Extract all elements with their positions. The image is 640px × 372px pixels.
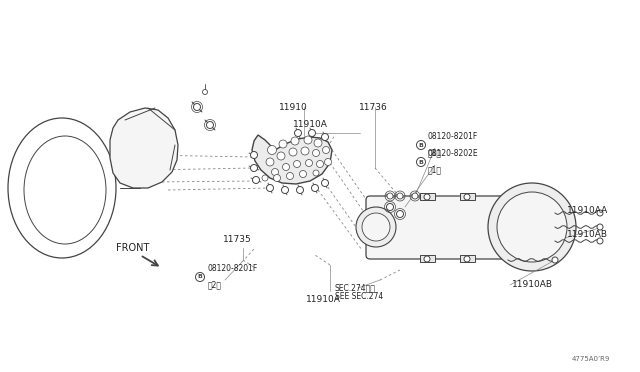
Circle shape (397, 193, 403, 199)
Text: （1）: （1） (428, 148, 442, 157)
Circle shape (301, 147, 309, 155)
Circle shape (312, 150, 319, 157)
Text: B: B (419, 160, 424, 164)
Ellipse shape (8, 118, 116, 258)
Circle shape (266, 185, 273, 192)
Text: 11910AA: 11910AA (567, 205, 608, 215)
Ellipse shape (24, 136, 106, 244)
Text: FRONT: FRONT (116, 243, 149, 253)
Text: 11910AB: 11910AB (512, 280, 553, 289)
Text: SEC.274参照: SEC.274参照 (335, 283, 376, 292)
Text: B: B (198, 275, 202, 279)
Circle shape (321, 180, 328, 186)
Circle shape (253, 176, 259, 183)
Polygon shape (420, 255, 435, 262)
Circle shape (193, 103, 200, 110)
Circle shape (397, 211, 403, 218)
Text: 11910AB: 11910AB (567, 230, 608, 238)
Text: 08120-8201F: 08120-8201F (208, 264, 259, 273)
Circle shape (552, 257, 558, 263)
Polygon shape (460, 193, 475, 200)
Polygon shape (110, 108, 178, 188)
Text: 08120-8201F: 08120-8201F (428, 132, 478, 141)
Circle shape (412, 193, 418, 199)
Text: （2）: （2） (208, 280, 222, 289)
Circle shape (250, 164, 257, 171)
Circle shape (291, 137, 299, 145)
Circle shape (282, 164, 289, 170)
Circle shape (207, 122, 214, 128)
Text: 4775A0’R9: 4775A0’R9 (572, 356, 610, 362)
Polygon shape (420, 193, 435, 200)
Circle shape (296, 186, 303, 193)
Circle shape (313, 170, 319, 176)
Text: 11910A: 11910A (292, 120, 328, 129)
Circle shape (308, 129, 316, 137)
Circle shape (289, 148, 297, 156)
Circle shape (266, 158, 274, 166)
Text: （1）: （1） (428, 165, 442, 174)
Circle shape (271, 169, 278, 176)
Circle shape (268, 145, 276, 154)
Circle shape (277, 152, 285, 160)
Circle shape (300, 170, 307, 177)
Circle shape (304, 136, 312, 144)
Circle shape (464, 194, 470, 200)
Circle shape (195, 273, 205, 282)
Polygon shape (252, 135, 332, 184)
Circle shape (312, 185, 319, 192)
Circle shape (294, 160, 301, 167)
Circle shape (417, 157, 426, 167)
Circle shape (356, 207, 396, 247)
FancyBboxPatch shape (366, 196, 539, 259)
Circle shape (305, 160, 312, 167)
Text: SEE SEC.274: SEE SEC.274 (335, 292, 383, 301)
Circle shape (294, 129, 301, 137)
Circle shape (287, 173, 294, 180)
Circle shape (424, 194, 430, 200)
Circle shape (464, 256, 470, 262)
Circle shape (323, 147, 330, 154)
Text: 11910: 11910 (278, 103, 307, 112)
Circle shape (317, 160, 323, 167)
Circle shape (282, 186, 289, 193)
Circle shape (279, 140, 287, 148)
Circle shape (424, 256, 430, 262)
Circle shape (273, 174, 280, 182)
Polygon shape (460, 255, 475, 262)
Circle shape (387, 193, 393, 199)
Circle shape (597, 210, 603, 216)
Circle shape (202, 90, 207, 94)
Text: 11735: 11735 (223, 235, 252, 244)
Circle shape (387, 203, 394, 211)
Circle shape (488, 183, 576, 271)
Circle shape (314, 139, 322, 147)
Circle shape (262, 175, 268, 181)
Text: B: B (419, 142, 424, 148)
Circle shape (597, 238, 603, 244)
Text: 08120-8202E: 08120-8202E (428, 149, 479, 158)
Circle shape (597, 224, 603, 230)
Text: 11736: 11736 (358, 103, 387, 112)
Circle shape (250, 151, 257, 158)
Text: 11910A: 11910A (305, 295, 340, 304)
Circle shape (497, 192, 567, 262)
Circle shape (362, 213, 390, 241)
Circle shape (324, 158, 332, 166)
Circle shape (321, 134, 328, 141)
Circle shape (417, 141, 426, 150)
